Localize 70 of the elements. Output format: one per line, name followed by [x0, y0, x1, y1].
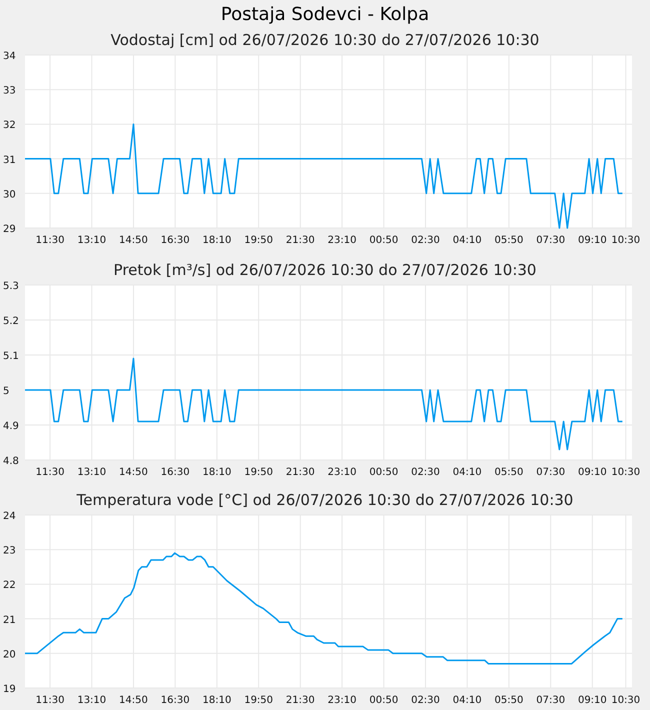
x-tick-label: 19:50: [244, 235, 274, 246]
x-tick-label: 18:10: [202, 695, 232, 706]
x-tick-label: 18:10: [202, 467, 232, 478]
x-tick-label: 23:10: [328, 467, 356, 478]
y-tick-label: 19: [3, 684, 16, 695]
x-tick-label: 14:50: [119, 467, 148, 478]
y-tick-label: 5.3: [3, 281, 19, 292]
y-tick-label: 22: [3, 580, 16, 592]
line-series: [24, 123, 624, 229]
x-tick-label: 00:50: [369, 467, 398, 478]
x-tick-label: 23:10: [328, 695, 356, 706]
chart-title: Temperatura vode [°C] od 26/07/2026 10:30 do 27/07/2026 10:30: [76, 491, 574, 509]
y-tick-label: 34: [3, 51, 16, 62]
x-tick-label: 02:30: [411, 235, 440, 246]
x-tick-label: 16:30: [160, 235, 190, 246]
x-tick-label: 07:30: [536, 695, 566, 706]
y-tick-label: 23: [3, 546, 16, 557]
y-tick-label: 30: [3, 189, 16, 200]
x-tick-label: 18:10: [202, 235, 232, 246]
x-tick-label: 04:10: [452, 467, 482, 478]
x-tick-label: 04:10: [452, 235, 482, 246]
y-tick-label: 5: [3, 386, 10, 397]
y-tick-label: 32: [3, 120, 16, 132]
x-tick-label: 00:50: [369, 695, 398, 706]
x-tick-label: 05:50: [494, 467, 524, 478]
y-tick-label: 20: [3, 649, 16, 660]
x-tick-label: 19:50: [244, 695, 274, 706]
y-tick-label: 4.9: [3, 421, 19, 432]
x-tick-label: 05:50: [494, 235, 524, 246]
x-tick-label: 09:10: [578, 695, 607, 706]
x-tick-label: 09:10: [578, 235, 607, 246]
line-series: [24, 552, 624, 665]
chart-title: Pretok [m³/s] od 26/07/2026 10:30 do 27/07/2026 10:30: [114, 261, 536, 279]
y-tick-label: 24: [3, 511, 16, 522]
x-tick-label: 19:50: [244, 467, 274, 478]
x-tick-label: 02:30: [411, 467, 440, 478]
x-tick-label: 02:30: [411, 695, 440, 706]
x-tick-label: 10:30: [611, 235, 640, 246]
x-tick-label: 14:50: [119, 235, 148, 246]
x-tick-label: 11:30: [36, 467, 64, 478]
x-tick-label: 05:50: [494, 695, 524, 706]
chart-subtitle: Vodostaj [cm] od 26/07/2026 10:30 do 27/07/2026 10:30: [110, 31, 540, 49]
x-tick-label: 16:30: [160, 467, 190, 478]
x-tick-label: 09:10: [578, 467, 607, 478]
x-tick-label: 16:30: [160, 695, 190, 706]
x-tick-label: 23:10: [328, 235, 356, 246]
x-tick-label: 21:30: [286, 695, 315, 706]
x-tick-label: 13:10: [77, 467, 106, 478]
x-tick-label: 10:30: [611, 467, 640, 478]
x-tick-label: 13:10: [77, 235, 106, 246]
y-tick-label: 29: [3, 224, 16, 235]
y-tick-label: 4.8: [3, 456, 19, 467]
y-tick-label: 21: [3, 614, 16, 626]
x-tick-label: 07:30: [536, 467, 566, 478]
y-tick-label: 5.2: [3, 316, 19, 327]
y-tick-label: 31: [3, 154, 16, 166]
y-tick-label: 5.1: [3, 351, 19, 362]
x-tick-label: 21:30: [286, 235, 315, 246]
x-tick-label: 00:50: [369, 235, 398, 246]
x-tick-label: 14:50: [119, 695, 148, 706]
x-tick-label: 04:10: [452, 695, 482, 706]
y-tick-label: 33: [3, 86, 16, 97]
x-tick-label: 13:10: [77, 695, 106, 706]
x-tick-label: 10:30: [611, 695, 640, 706]
line-series: [24, 358, 624, 450]
x-tick-label: 21:30: [286, 467, 315, 478]
chart-title: Postaja Sodevci - Kolpa: [220, 4, 430, 25]
x-tick-label: 11:30: [36, 695, 64, 706]
x-tick-label: 11:30: [36, 235, 64, 246]
x-tick-label: 07:30: [536, 235, 566, 246]
